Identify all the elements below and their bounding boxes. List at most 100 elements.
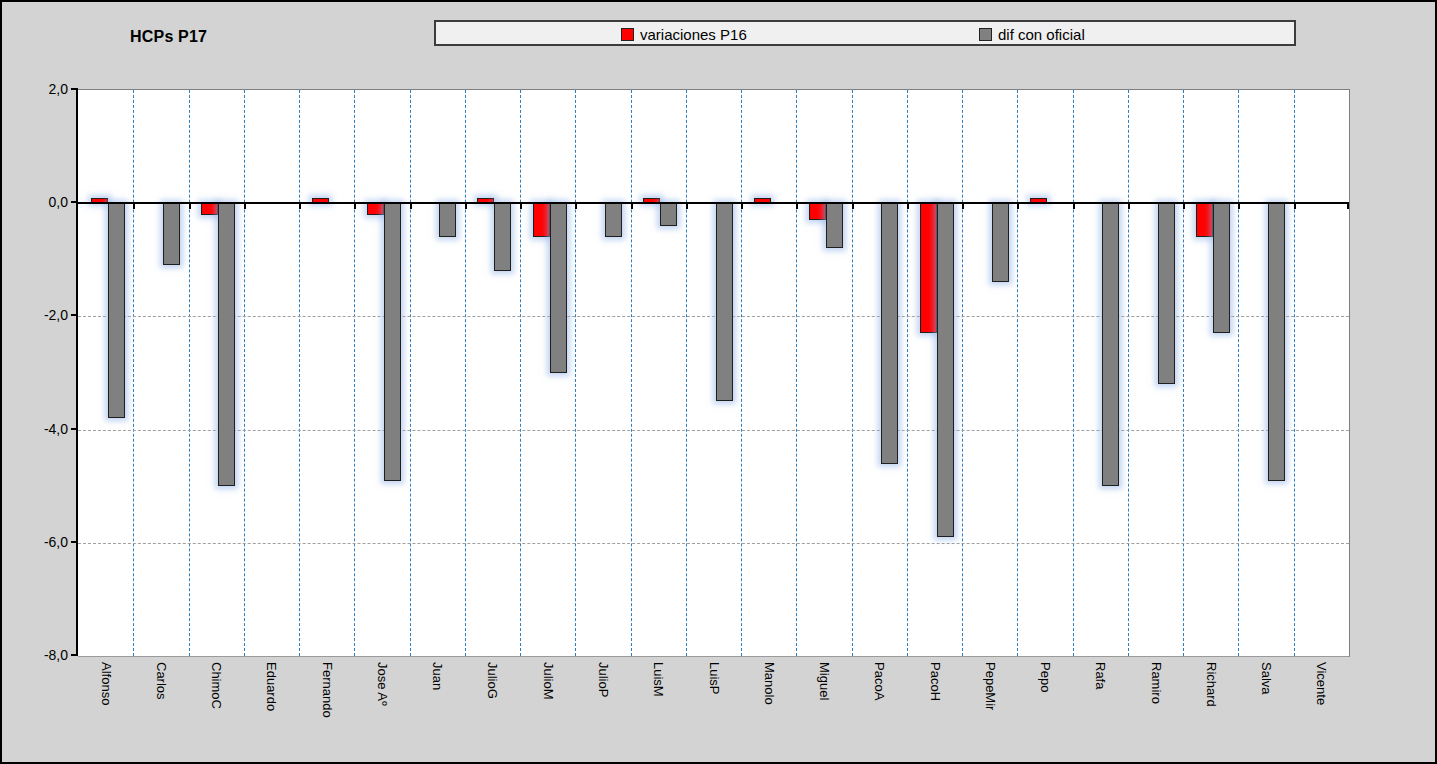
vertical-gridline <box>1128 90 1129 656</box>
zero-axis-tick <box>244 203 246 209</box>
zero-axis-tick <box>410 203 412 209</box>
zero-axis-tick <box>189 203 191 209</box>
bar-chart: HCPs P17 variaciones P16 dif con oficial… <box>0 0 1437 764</box>
vertical-gridline <box>1294 90 1295 656</box>
y-axis-label: -2,0 <box>12 307 68 323</box>
y-axis-tick <box>71 654 78 656</box>
zero-axis-tick <box>1128 203 1130 209</box>
bar-dif-con-oficial-juliop <box>605 203 622 237</box>
bar-dif-con-oficial-salva <box>1268 203 1285 480</box>
y-axis-tick <box>71 314 78 316</box>
legend-swatch-red-icon <box>621 28 634 41</box>
zero-axis-tick <box>299 203 301 209</box>
x-axis-label-luism: LuisM <box>651 662 666 697</box>
bar-dif-con-oficial-pacoh <box>937 203 954 537</box>
zero-axis-tick <box>1238 203 1240 209</box>
x-axis-label-richard: Richard <box>1204 662 1219 707</box>
y-axis-tick <box>71 428 78 430</box>
bar-variaciones-p16-juliom <box>533 203 550 237</box>
x-axis-label-rafa: Rafa <box>1093 662 1108 689</box>
x-axis-label-pepemir: PepeMir <box>983 662 998 710</box>
vertical-gridline <box>1183 90 1184 656</box>
zero-axis-tick <box>741 203 743 209</box>
bar-dif-con-oficial-luisp <box>716 203 733 401</box>
bar-variaciones-p16-chimoc <box>201 203 218 214</box>
zero-axis-tick <box>520 203 522 209</box>
zero-axis-tick <box>1294 203 1296 209</box>
x-axis-label-eduardo: Eduardo <box>264 662 279 711</box>
x-axis-label-juliom: JulioM <box>541 662 556 700</box>
x-axis-label-pacoa: PacoA <box>872 662 887 700</box>
legend-label: variaciones P16 <box>640 26 747 43</box>
zero-axis-tick <box>631 203 633 209</box>
vertical-gridline <box>1073 90 1074 656</box>
bar-dif-con-oficial-alfonso <box>108 203 125 418</box>
horizontal-gridline <box>78 430 1349 431</box>
y-axis-tick <box>71 201 78 203</box>
zero-axis-tick <box>133 203 135 209</box>
vertical-gridline <box>852 90 853 656</box>
bar-dif-con-oficial-richard <box>1213 203 1230 333</box>
bar-dif-con-oficial-ramiro <box>1158 203 1175 384</box>
vertical-gridline <box>1238 90 1239 656</box>
y-axis-label: 2,0 <box>12 81 68 97</box>
x-axis-label-fernando: Fernando <box>320 662 335 718</box>
zero-axis-tick <box>962 203 964 209</box>
y-axis-tick <box>71 88 78 90</box>
x-axis-label-vicente: Vicente <box>1314 662 1329 705</box>
vertical-gridline <box>299 90 300 656</box>
bar-dif-con-oficial-chimoc <box>218 203 235 486</box>
zero-axis-tick <box>852 203 854 209</box>
x-axis-label-pacoh: PacoH <box>928 662 943 701</box>
vertical-gridline <box>631 90 632 656</box>
vertical-gridline <box>962 90 963 656</box>
zero-axis-tick <box>907 203 909 209</box>
bar-variaciones-p16-jose aº <box>367 203 384 214</box>
zero-axis-tick <box>1017 203 1019 209</box>
bar-dif-con-oficial-carlos <box>163 203 180 265</box>
zero-axis-tick <box>796 203 798 209</box>
bar-variaciones-p16-miguel <box>809 203 826 220</box>
y-axis-label: -4,0 <box>12 421 68 437</box>
x-axis-label-chimoc: ChimoC <box>209 662 224 709</box>
vertical-gridline <box>244 90 245 656</box>
x-axis-label-juliog: JulioG <box>485 662 500 699</box>
bar-variaciones-p16-pacoh <box>920 203 937 333</box>
vertical-gridline <box>741 90 742 656</box>
vertical-gridline <box>354 90 355 656</box>
bar-dif-con-oficial-pepemir <box>992 203 1009 282</box>
x-axis-label-juan: Juan <box>430 662 445 690</box>
bar-dif-con-oficial-jose aº <box>384 203 401 480</box>
x-axis-label-ramiro: Ramiro <box>1149 662 1164 704</box>
vertical-gridline <box>189 90 190 656</box>
bar-dif-con-oficial-juliom <box>550 203 567 373</box>
x-axis-label-salva: Salva <box>1259 662 1274 695</box>
y-axis-label: -8,0 <box>12 647 68 663</box>
vertical-gridline <box>796 90 797 656</box>
vertical-gridline <box>133 90 134 656</box>
plot-area <box>78 89 1350 657</box>
x-axis-label-luisp: LuisP <box>707 662 722 695</box>
y-axis-label: -6,0 <box>12 534 68 550</box>
x-axis-label-juliop: JulioP <box>596 662 611 697</box>
zero-axis-tick <box>1183 203 1185 209</box>
bar-variaciones-p16-richard <box>1196 203 1213 237</box>
zero-axis-tick <box>465 203 467 209</box>
y-axis-label: 0,0 <box>12 194 68 210</box>
legend: variaciones P16 dif con oficial <box>434 20 1296 46</box>
bar-dif-con-oficial-rafa <box>1102 203 1119 486</box>
vertical-gridline <box>465 90 466 656</box>
y-axis-tick <box>71 541 78 543</box>
bar-dif-con-oficial-miguel <box>826 203 843 248</box>
zero-axis-tick <box>686 203 688 209</box>
zero-axis-tick <box>1347 203 1349 209</box>
zero-axis-tick <box>575 203 577 209</box>
vertical-gridline <box>520 90 521 656</box>
bar-dif-con-oficial-juliog <box>494 203 511 271</box>
vertical-gridline <box>410 90 411 656</box>
bar-dif-con-oficial-juan <box>439 203 456 237</box>
zero-axis-tick <box>354 203 356 209</box>
vertical-gridline <box>1017 90 1018 656</box>
x-axis-label-alfonso: Alfonso <box>99 662 114 705</box>
x-axis-label-miguel: Miguel <box>817 662 832 700</box>
